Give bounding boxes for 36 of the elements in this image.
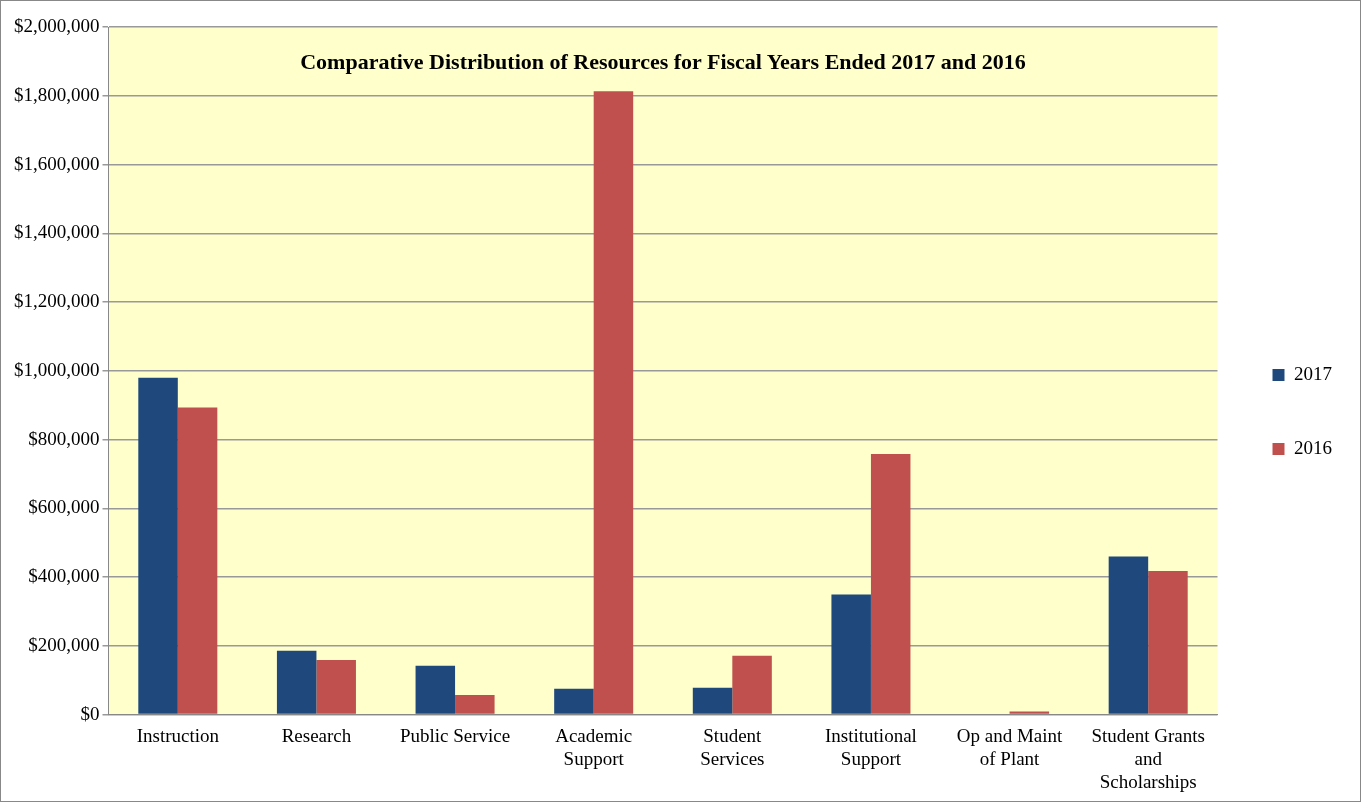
bar [870,454,911,714]
x-tick-label: Op and Maint of Plant [956,724,1064,769]
bar [692,687,733,714]
text: Comparative Distribution of Resources for Fiscal Years Ended 2017 and 2016 [300,48,1026,74]
y-tick-label: $200,000 [28,633,100,655]
bar [276,650,317,714]
bar [732,655,772,714]
y-tick-label: $2,000,000 [14,14,100,36]
bar [1148,570,1188,714]
bar [831,594,871,714]
x-tick-label: Student Grants and Scholarships [1091,724,1205,792]
legend-label: 2016 [1294,436,1332,458]
bar [593,91,634,714]
bar [138,377,178,714]
y-tick-label: $1,400,000 [14,221,100,243]
y-tick-label: $400,000 [28,565,100,587]
bar [554,688,594,714]
bar [1108,556,1149,714]
x-tick-label: Public Service [399,724,511,746]
legend-label: 2017 [1294,362,1332,384]
y-tick-label: $1,000,000 [14,358,100,380]
bar [316,659,356,714]
y-tick-label: $0 [80,702,100,724]
bar [415,665,456,714]
x-tick-label: Instruction [136,724,220,746]
x-tick-label: Research [281,724,352,746]
y-tick-label: $600,000 [28,496,100,518]
y-tick-label: $1,800,000 [14,83,100,105]
bar [177,407,218,714]
y-tick-label: $800,000 [28,427,100,449]
y-tick-label: $1,200,000 [14,290,100,312]
x-tick-label: Institutional Support [825,724,917,769]
x-tick-label: Student Services [700,724,765,769]
bar [455,695,495,714]
y-tick-label: $1,600,000 [14,152,100,174]
x-tick-label: Academic Support [555,724,633,769]
